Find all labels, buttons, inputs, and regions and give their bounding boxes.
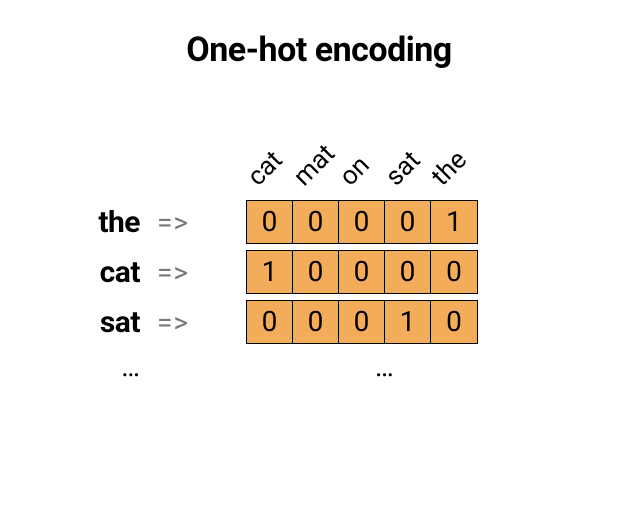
encoding-row: the => 0 0 0 0 1 xyxy=(70,200,478,244)
row-label: sat xyxy=(70,305,140,340)
ellipsis-icon: … xyxy=(70,350,140,383)
encoding-row: sat => 0 0 0 1 0 xyxy=(70,300,478,344)
vector-cell: 0 xyxy=(247,201,293,243)
vector: 0 0 0 1 0 xyxy=(246,300,478,344)
vector-cell: 0 xyxy=(339,201,385,243)
col-header: cat xyxy=(242,128,306,192)
arrow-icon: => xyxy=(148,306,198,339)
vector: 1 0 0 0 0 xyxy=(246,250,478,294)
arrow-icon: => xyxy=(148,206,198,239)
col-header: mat xyxy=(288,128,352,192)
ellipsis-row: … … xyxy=(70,350,478,383)
vector-cell: 0 xyxy=(385,201,431,243)
vector: 0 0 0 0 1 xyxy=(246,200,478,244)
vector-cell: 0 xyxy=(385,251,431,293)
row-label: the xyxy=(70,205,140,240)
vector-cell: 0 xyxy=(431,301,477,343)
vector-cell: 1 xyxy=(431,201,477,243)
vector-cell: 1 xyxy=(247,251,293,293)
vector-cell: 1 xyxy=(385,301,431,343)
vector-cell: 0 xyxy=(293,301,339,343)
arrow-icon: => xyxy=(148,256,198,289)
vector-cell: 0 xyxy=(431,251,477,293)
vector-cell: 0 xyxy=(247,301,293,343)
col-header: the xyxy=(426,128,490,192)
col-header: on xyxy=(334,128,398,192)
ellipsis-icon: … xyxy=(375,350,394,383)
vector-cell: 0 xyxy=(293,251,339,293)
vector-cell: 0 xyxy=(339,251,385,293)
column-headers: cat mat on sat the xyxy=(245,120,478,200)
row-label: cat xyxy=(70,255,140,290)
onehot-diagram: cat mat on sat the the => 0 0 0 0 1 cat … xyxy=(70,120,478,383)
vector-cell: 0 xyxy=(293,201,339,243)
encoding-row: cat => 1 0 0 0 0 xyxy=(70,250,478,294)
diagram-title: One-hot encoding xyxy=(0,30,638,70)
vector-cell: 0 xyxy=(339,301,385,343)
col-header: sat xyxy=(380,128,444,192)
